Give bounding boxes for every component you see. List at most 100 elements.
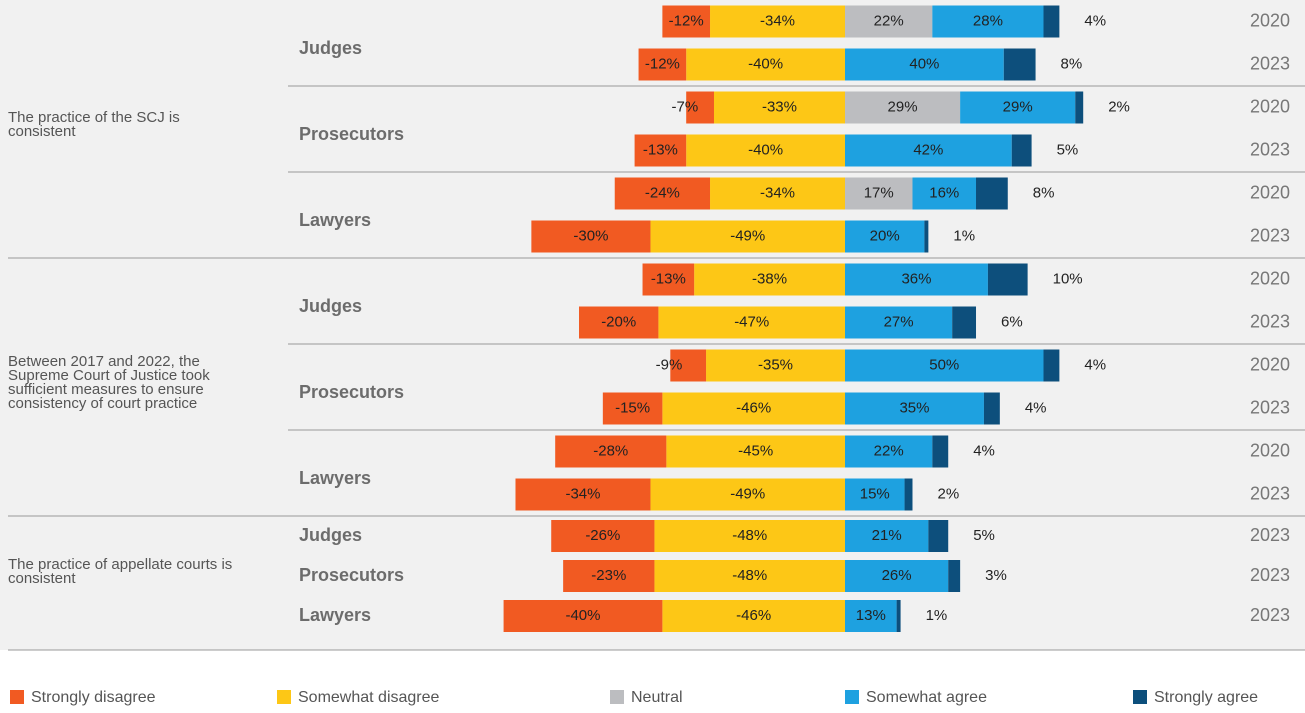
year-label: 2020 bbox=[1250, 354, 1290, 374]
year-label: 2023 bbox=[1250, 605, 1290, 625]
value-label: -12% bbox=[669, 12, 704, 29]
bar-segment bbox=[602, 392, 663, 425]
value-label: 2% bbox=[1108, 98, 1130, 115]
value-label: -40% bbox=[748, 55, 783, 72]
legend-label: Somewhat agree bbox=[866, 689, 987, 706]
bar-segment bbox=[686, 91, 714, 124]
value-label: -34% bbox=[565, 485, 600, 502]
legend-swatch bbox=[277, 690, 291, 704]
value-label: 1% bbox=[926, 607, 948, 624]
bar-segment bbox=[634, 134, 687, 167]
year-label: 2023 bbox=[1250, 311, 1290, 331]
year-label: 2023 bbox=[1250, 397, 1290, 417]
value-label: 5% bbox=[973, 527, 995, 544]
bar-segment bbox=[845, 48, 1004, 81]
value-label: -49% bbox=[730, 227, 765, 244]
respondent-label: Judges bbox=[299, 296, 362, 316]
legend-swatch bbox=[610, 690, 624, 704]
respondent-label: Judges bbox=[299, 38, 362, 58]
value-label: -34% bbox=[760, 12, 795, 29]
value-label: 26% bbox=[882, 567, 912, 584]
respondent-label: Lawyers bbox=[299, 210, 371, 230]
value-label: -49% bbox=[730, 485, 765, 502]
bar-segment bbox=[845, 134, 1012, 167]
year-label: 2023 bbox=[1250, 225, 1290, 245]
respondent-label: Prosecutors bbox=[299, 382, 404, 402]
value-label: 20% bbox=[870, 227, 900, 244]
value-label: 36% bbox=[901, 270, 931, 287]
value-label: -13% bbox=[643, 141, 678, 158]
value-label: -9% bbox=[656, 356, 683, 373]
bar-segment bbox=[531, 220, 651, 253]
bar-segment bbox=[1043, 5, 1060, 38]
value-label: 8% bbox=[1061, 55, 1083, 72]
bar-segment bbox=[983, 392, 1000, 425]
legend-label: Strongly agree bbox=[1154, 689, 1258, 706]
year-label: 2023 bbox=[1250, 53, 1290, 73]
bar-segment bbox=[551, 520, 655, 552]
bar-segment bbox=[563, 560, 655, 592]
bar-segment bbox=[1011, 134, 1032, 167]
value-label: 22% bbox=[874, 12, 904, 29]
bar-segment bbox=[928, 520, 949, 552]
legend-label: Strongly disagree bbox=[31, 689, 156, 706]
year-label: 2023 bbox=[1250, 565, 1290, 585]
bar-segment bbox=[845, 177, 913, 210]
bar-segment bbox=[686, 48, 845, 81]
value-label: 2% bbox=[937, 485, 959, 502]
bar-segment bbox=[694, 263, 845, 296]
value-label: 4% bbox=[973, 442, 995, 459]
value-label: 22% bbox=[874, 442, 904, 459]
value-label: -35% bbox=[758, 356, 793, 373]
bar-segment bbox=[503, 600, 663, 632]
bar-segment bbox=[642, 263, 695, 296]
value-label: -23% bbox=[591, 567, 626, 584]
value-label: -7% bbox=[672, 98, 699, 115]
value-label: -40% bbox=[748, 141, 783, 158]
value-label: -48% bbox=[732, 527, 767, 544]
year-label: 2020 bbox=[1250, 440, 1290, 460]
bar-segment bbox=[706, 349, 845, 382]
bar-segment bbox=[638, 48, 687, 81]
year-label: 2020 bbox=[1250, 96, 1290, 116]
bar-segment bbox=[845, 220, 925, 253]
bar-segment bbox=[845, 91, 961, 124]
bar-segment bbox=[845, 392, 984, 425]
value-label: 10% bbox=[1053, 270, 1083, 287]
value-label: -47% bbox=[734, 313, 769, 330]
value-label: 4% bbox=[1084, 12, 1106, 29]
bar-segment bbox=[713, 91, 845, 124]
value-label: -20% bbox=[601, 313, 636, 330]
value-label: -30% bbox=[573, 227, 608, 244]
value-label: -26% bbox=[585, 527, 620, 544]
bar-segment bbox=[932, 5, 1044, 38]
respondent-label: Prosecutors bbox=[299, 124, 404, 144]
value-label: 4% bbox=[1025, 399, 1047, 416]
value-label: 21% bbox=[872, 527, 902, 544]
bar-segment bbox=[650, 478, 845, 511]
bar-segment bbox=[845, 263, 988, 296]
value-label: 35% bbox=[899, 399, 929, 416]
legend-label: Neutral bbox=[631, 689, 683, 706]
value-label: -24% bbox=[645, 184, 680, 201]
bar-segment bbox=[987, 263, 1028, 296]
bar-segment bbox=[1003, 48, 1036, 81]
year-label: 2020 bbox=[1250, 10, 1290, 30]
bar-segment bbox=[670, 349, 707, 382]
value-label: 15% bbox=[860, 485, 890, 502]
bar-segment bbox=[662, 392, 845, 425]
value-label: -12% bbox=[645, 55, 680, 72]
value-label: 27% bbox=[884, 313, 914, 330]
value-label: 5% bbox=[1057, 141, 1079, 158]
bar-segment bbox=[932, 435, 949, 468]
legend-label: Somewhat disagree bbox=[298, 689, 440, 706]
bar-segment bbox=[976, 177, 1008, 210]
value-label: -34% bbox=[760, 184, 795, 201]
statement-label: Between 2017 and 2022, the Supreme Court… bbox=[8, 353, 210, 412]
bar-segment bbox=[845, 520, 929, 552]
respondent-label: Lawyers bbox=[299, 468, 371, 488]
bar-segment bbox=[845, 349, 1044, 382]
value-label: -33% bbox=[762, 98, 797, 115]
bar-segment bbox=[654, 520, 845, 552]
